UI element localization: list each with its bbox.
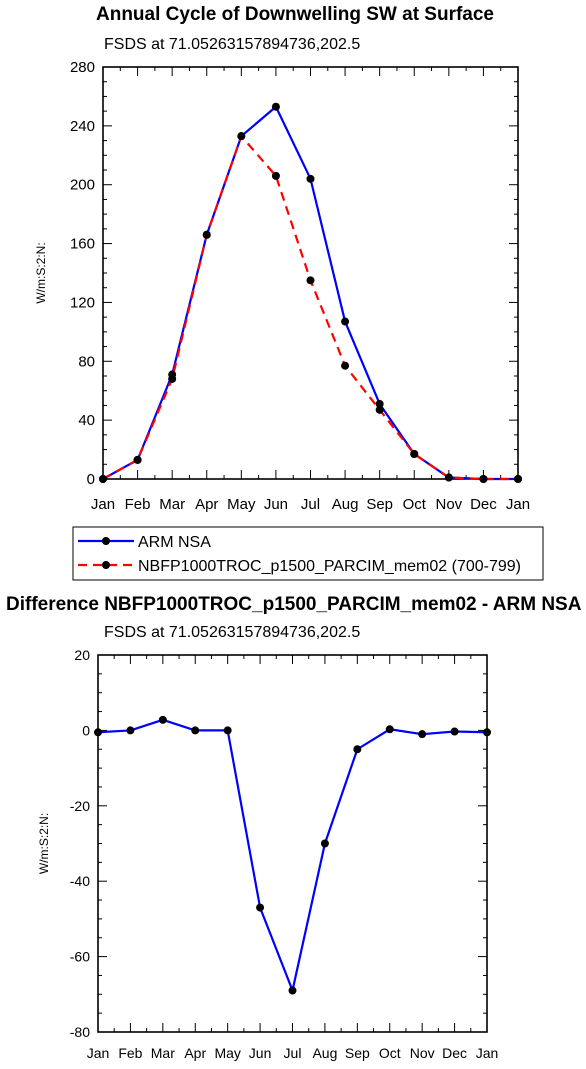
chart2-title: Difference NBFP1000TROC_p1500_PARCIM_mem… <box>6 594 582 615</box>
chart1-x-tick-label: Jan <box>91 496 115 513</box>
chart2-y-tick-label: -80 <box>70 1024 90 1040</box>
chart1-data-point-s0-6 <box>306 174 315 183</box>
chart2-x-tick-label: Apr <box>184 1045 206 1061</box>
chart2-data-point-s0-7 <box>320 839 329 848</box>
chart1-data-point-s1-8 <box>375 405 384 414</box>
chart2-x-tick-label: Jun <box>249 1045 272 1061</box>
chart2-series-line-0 <box>97 718 488 992</box>
chart1-series-line-1 <box>102 135 518 481</box>
chart1-data-point-s1-6 <box>306 276 315 285</box>
chart1-y-tick-label: 160 <box>70 236 95 253</box>
legend-box <box>72 526 544 581</box>
chart1-y-tick-label: 240 <box>70 118 95 135</box>
chart1-x-tick-label: Jul <box>301 496 320 513</box>
chart2-y-tick-label: -60 <box>70 949 90 965</box>
chart2-x-tick-label: May <box>214 1045 240 1061</box>
chart2-data-point-s0-4 <box>223 726 232 735</box>
chart2-x-tick-label: Nov <box>410 1045 435 1061</box>
chart2-subtitle: FSDS at 71.05263157894736,202.5 <box>104 624 361 641</box>
chart1-x-tick-label: Apr <box>195 496 218 513</box>
chart2-x-tick-label: Oct <box>379 1045 401 1061</box>
chart1-title: Annual Cycle of Downwelling SW at Surfac… <box>96 4 494 25</box>
chart2-data-point-s0-12 <box>483 728 491 737</box>
chart2-x-tick-label: Dec <box>442 1045 467 1061</box>
chart1-data-point-s1-3 <box>202 230 211 239</box>
chart2-y-tick-label: 20 <box>74 647 90 663</box>
chart1-data-point-s0-7 <box>341 317 350 326</box>
chart1-x-tick-label: Mar <box>159 496 185 513</box>
chart2-y-tick-label: -20 <box>70 798 90 814</box>
chart2-data-point-s0-8 <box>353 745 362 754</box>
chart1-y-tick-label: 40 <box>78 412 95 429</box>
chart2-x-tick-label: Sep <box>345 1045 370 1061</box>
chart1-data-point-s1-9 <box>410 449 419 458</box>
chart1-svg: Jan Feb Mar Apr May Jun Jul Aug Sep Oct Nov Dec Jan 0… <box>34 59 544 581</box>
chart2-y-axis-label: W/m:S:2:N: <box>37 813 51 874</box>
chart1-data-point-s1-7 <box>341 361 350 370</box>
chart1-x-tick-label: May <box>227 496 256 513</box>
legend-label-0: ARM NSA <box>138 534 211 551</box>
chart1-x-tick-label: Jan <box>506 496 530 513</box>
chart1-y-tick-label: 280 <box>70 59 95 76</box>
chart1-x-tick-label: Aug <box>332 496 359 513</box>
chart2-x-tick-label: Mar <box>151 1045 175 1061</box>
chart1-data-point-s1-12 <box>514 475 522 483</box>
chart2-data-point-s0-11 <box>450 727 459 736</box>
chart2-data-point-s0-3 <box>191 726 200 735</box>
chart1-y-tick-label: 120 <box>70 294 95 311</box>
chart1-data-point-s1-2 <box>168 374 177 383</box>
chart1-data-point-s0-8 <box>375 399 384 408</box>
chart1-data-point-s0-5 <box>271 102 280 111</box>
chart2-x-tick-label: Aug <box>312 1045 337 1061</box>
chart2-data-point-s0-2 <box>158 715 167 724</box>
chart2-data-point-s0-10 <box>418 730 427 739</box>
chart1-y-tick-label: 80 <box>78 353 95 370</box>
legend-marker-0 <box>102 537 110 545</box>
legend-label-1: NBFP1000TROC_p1500_PARCIM_mem02 (700-799… <box>138 558 521 575</box>
chart1-x-tick-label: Nov <box>435 496 462 513</box>
chart2-data-point-s0-5 <box>256 903 265 912</box>
chart2-x-tick-label: Jan <box>476 1045 499 1061</box>
chart1-series-line-0 <box>102 105 518 481</box>
chart1-x-tick-label: Sep <box>366 496 393 513</box>
chart2-data-point-s0-0 <box>94 728 102 737</box>
chart2-x-tick-label: Jul <box>284 1045 302 1061</box>
legend-marker-1 <box>102 561 110 569</box>
chart1-y-axis-label: W/m:S:2:N: <box>34 242 48 303</box>
chart2-y-tick-label: 0 <box>82 722 90 738</box>
chart1-x-tick-label: Dec <box>470 496 497 513</box>
chart1-data-point-s1-11 <box>479 475 488 483</box>
chart1-data-point-s1-1 <box>133 455 142 464</box>
chart1-data-point-s1-4 <box>237 132 246 141</box>
chart1-x-tick-label: Oct <box>403 496 427 513</box>
chart1-y-tick-label: 200 <box>70 177 95 194</box>
chart1-subtitle: FSDS at 71.05263157894736,202.5 <box>104 36 361 53</box>
chart2-data-point-s0-9 <box>385 725 394 734</box>
chart1-data-point-s1-10 <box>444 473 453 482</box>
chart2-y-tick-label: -40 <box>70 873 90 889</box>
chart1-x-tick-label: Jun <box>264 496 288 513</box>
chart1-x-tick-label: Feb <box>125 496 151 513</box>
chart1-plot-frame <box>102 66 519 480</box>
chart2-plot-frame <box>97 654 488 1033</box>
chart2-x-tick-label: Jan <box>87 1045 110 1061</box>
chart2-data-point-s0-1 <box>126 726 135 735</box>
chart1-data-point-s1-5 <box>271 171 280 180</box>
chart1-y-tick-label: 0 <box>87 471 95 488</box>
chart2-x-tick-label: Feb <box>118 1045 142 1061</box>
chart1-data-point-s1-0 <box>99 475 107 483</box>
chart2-data-point-s0-6 <box>288 986 297 995</box>
